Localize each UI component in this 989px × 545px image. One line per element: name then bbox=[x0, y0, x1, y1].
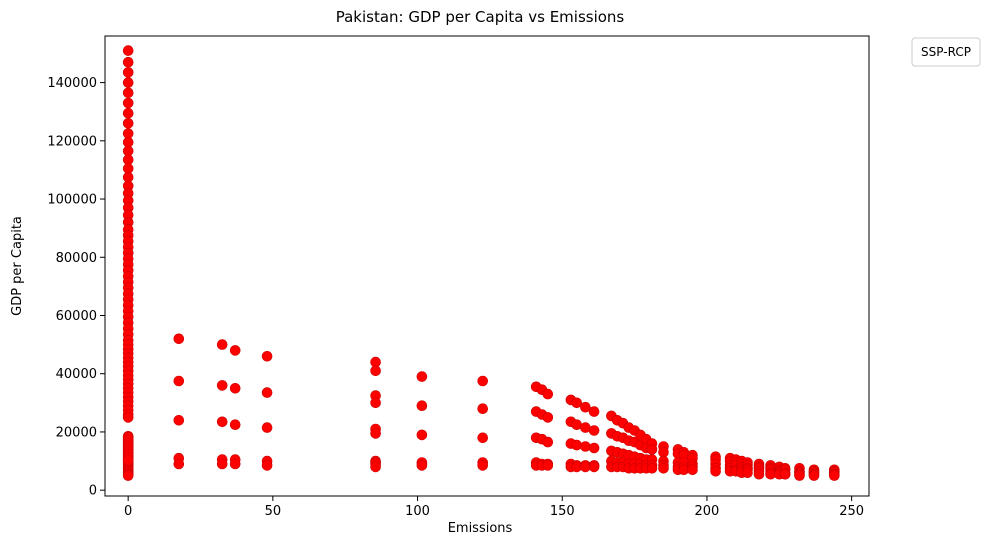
data-point bbox=[580, 441, 591, 452]
data-point bbox=[122, 118, 134, 129]
data-point bbox=[580, 401, 591, 413]
data-point bbox=[416, 429, 428, 441]
data-point bbox=[794, 470, 805, 481]
x-axis-ticks: 0 50 100 150 200 250 bbox=[124, 496, 864, 519]
data-point bbox=[416, 460, 428, 471]
data-point bbox=[588, 461, 600, 473]
y-axis-title: GDP per Capita bbox=[10, 216, 25, 316]
data-point bbox=[477, 403, 489, 415]
data-point bbox=[779, 468, 791, 480]
data-point bbox=[370, 461, 381, 473]
data-point bbox=[122, 56, 134, 68]
y-tick-label: 120000 bbox=[47, 134, 97, 149]
data-point bbox=[229, 345, 241, 356]
data-point bbox=[416, 371, 428, 382]
data-point bbox=[370, 365, 381, 377]
data-point bbox=[571, 439, 583, 451]
x-tick-label: 100 bbox=[405, 504, 430, 519]
x-tick-label: 150 bbox=[550, 504, 575, 519]
data-point bbox=[229, 382, 241, 394]
data-point bbox=[261, 460, 273, 471]
y-tick-label: 20000 bbox=[56, 425, 97, 440]
data-point bbox=[122, 67, 134, 78]
data-point bbox=[122, 45, 134, 56]
data-point bbox=[658, 446, 669, 458]
data-point bbox=[122, 87, 134, 99]
data-point bbox=[216, 380, 228, 391]
data-point bbox=[173, 375, 185, 387]
data-point bbox=[542, 436, 554, 448]
x-tick-label: 250 bbox=[839, 504, 864, 519]
data-point bbox=[742, 467, 753, 479]
data-point bbox=[229, 458, 241, 470]
data-point bbox=[658, 462, 669, 474]
data-point bbox=[588, 442, 600, 454]
data-points bbox=[122, 45, 840, 481]
x-tick-label: 50 bbox=[265, 504, 282, 519]
x-axis-title: Emissions bbox=[448, 521, 513, 536]
data-point bbox=[753, 468, 765, 480]
y-tick-label: 100000 bbox=[47, 193, 97, 208]
data-point bbox=[122, 154, 134, 165]
data-point bbox=[122, 97, 134, 109]
y-tick-label: 0 bbox=[89, 484, 97, 499]
legend[interactable]: SSP-RCP bbox=[911, 37, 981, 67]
data-point bbox=[370, 397, 381, 409]
data-point bbox=[542, 412, 554, 423]
x-tick-label: 0 bbox=[124, 504, 132, 519]
data-point bbox=[122, 77, 134, 88]
data-point bbox=[646, 444, 658, 455]
data-point bbox=[646, 462, 658, 474]
data-point bbox=[710, 465, 721, 477]
chart-title: Pakistan: GDP per Capita vs Emissions bbox=[336, 8, 625, 26]
data-point bbox=[571, 397, 583, 409]
x-tick-label: 200 bbox=[695, 504, 720, 519]
data-point bbox=[261, 387, 273, 398]
data-point bbox=[588, 406, 600, 417]
legend-box bbox=[911, 37, 981, 67]
data-point bbox=[122, 455, 134, 466]
data-point bbox=[261, 422, 273, 433]
y-tick-label: 60000 bbox=[56, 309, 97, 324]
data-point bbox=[122, 107, 134, 119]
data-point bbox=[588, 425, 600, 436]
y-axis-ticks: 0 20000 40000 60000 80000 100000 120000 140000 bbox=[47, 76, 105, 499]
data-point bbox=[229, 419, 241, 431]
y-tick-label: 140000 bbox=[47, 76, 97, 91]
data-point bbox=[173, 333, 185, 345]
data-point bbox=[216, 458, 228, 470]
data-point bbox=[122, 470, 134, 481]
data-point bbox=[477, 375, 489, 387]
data-point bbox=[261, 350, 273, 362]
plot-frame bbox=[104, 35, 870, 497]
data-point bbox=[370, 428, 381, 439]
data-point bbox=[828, 470, 840, 481]
data-point bbox=[542, 388, 554, 400]
data-point bbox=[216, 416, 228, 428]
data-point bbox=[416, 400, 428, 412]
data-point bbox=[687, 464, 698, 476]
data-point bbox=[542, 460, 554, 471]
data-point bbox=[808, 470, 820, 481]
data-point bbox=[122, 128, 134, 139]
legend-title: SSP-RCP bbox=[921, 45, 971, 59]
y-tick-label: 40000 bbox=[56, 367, 97, 382]
data-point bbox=[477, 432, 489, 444]
data-point bbox=[477, 460, 489, 471]
data-point bbox=[216, 339, 228, 350]
y-tick-label: 80000 bbox=[56, 251, 97, 266]
data-point bbox=[122, 412, 134, 423]
data-point bbox=[173, 414, 185, 426]
data-point bbox=[173, 458, 185, 470]
plot-area bbox=[105, 36, 869, 496]
